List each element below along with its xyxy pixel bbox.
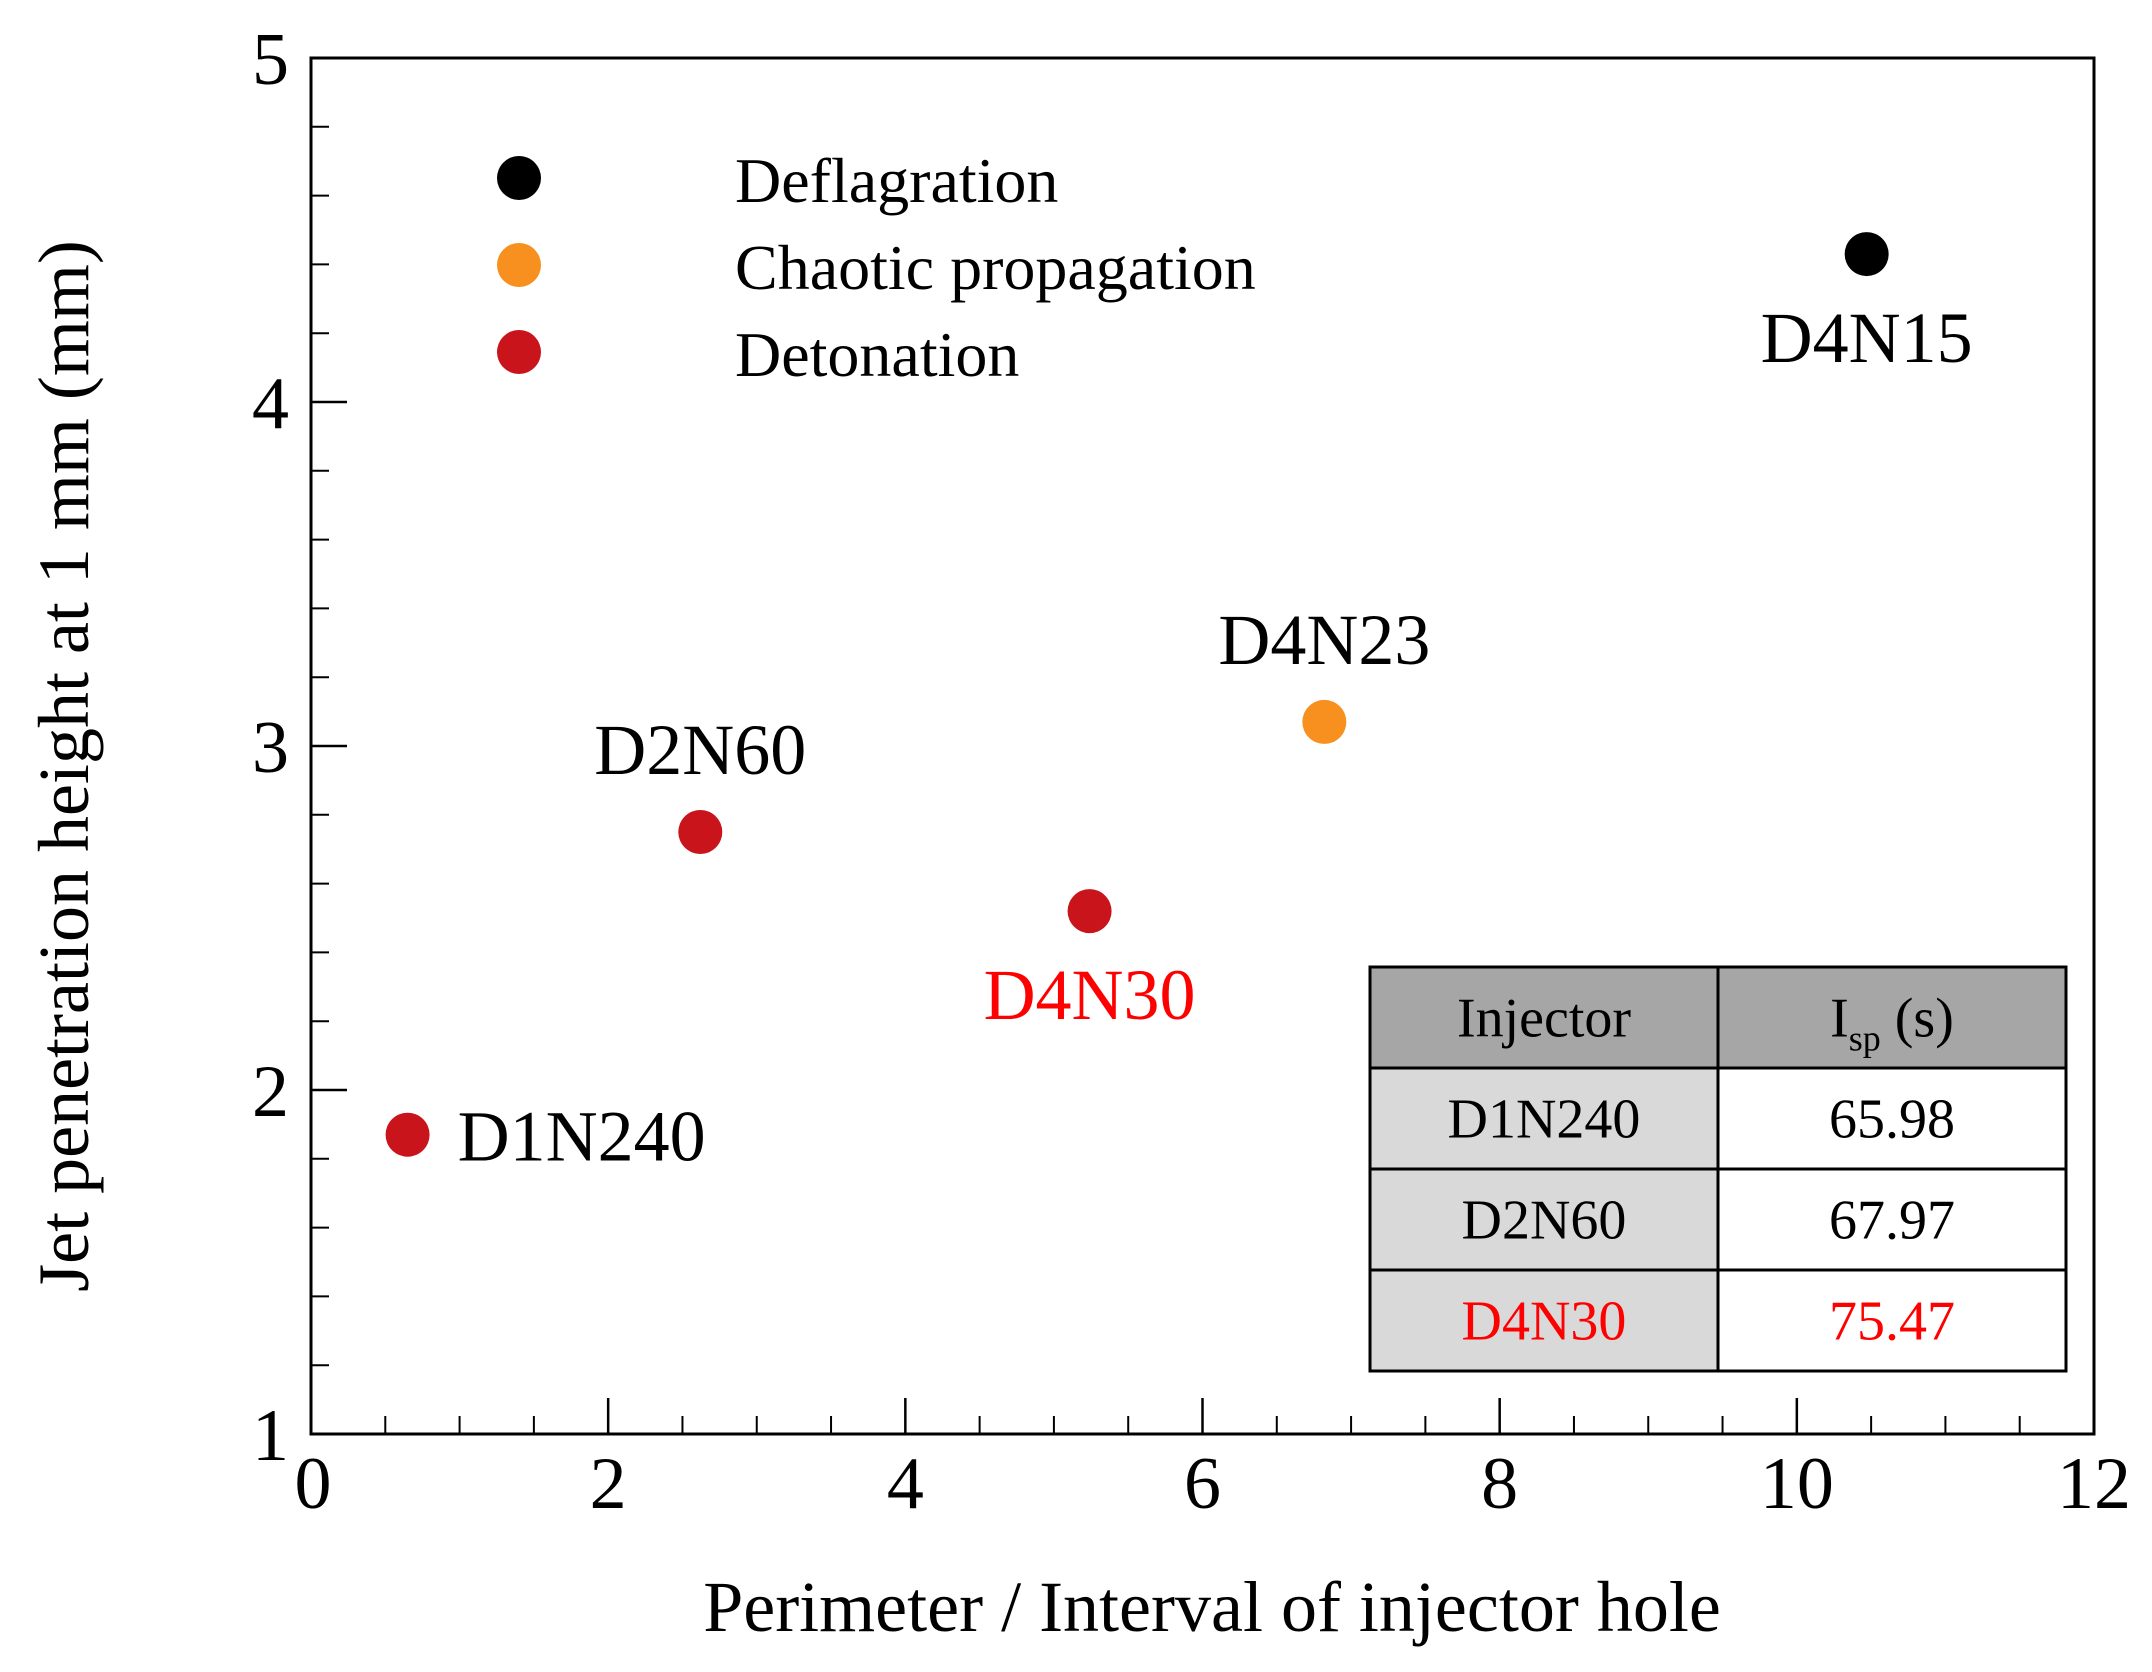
data-point-d4n30 — [1067, 889, 1112, 934]
y-tick-label: 2 — [252, 1051, 289, 1133]
table-first-column-bg — [1370, 1068, 1718, 1371]
legend-marker — [497, 243, 541, 287]
data-point-d2n60 — [678, 810, 723, 854]
x-tick-label: 6 — [1184, 1443, 1221, 1525]
table-header-cell: Injector — [1457, 988, 1631, 1050]
data-points: D4N15 D4N23 D1N240 D2N60 D4N30 — [385, 232, 1973, 1177]
legend-label: Deflagration — [735, 145, 1058, 216]
data-point-d1n240 — [385, 1112, 430, 1157]
data-point-d4n23 — [1302, 699, 1347, 744]
y-tick-label: 1 — [252, 1395, 289, 1477]
data-label-d4n30: D4N30 — [984, 955, 1196, 1035]
data-point-d4n15 — [1844, 232, 1889, 277]
y-tick-label: 5 — [252, 19, 289, 101]
table-cell: D2N60 — [1462, 1190, 1627, 1252]
legend-marker — [497, 330, 541, 374]
x-tick-label: 12 — [2057, 1443, 2131, 1525]
table-cell: 75.47 — [1829, 1291, 1955, 1353]
inset-table: Injector Isp (s) D1N240 65.98 D2N60 67.97 D4N3… — [1368, 965, 2068, 1373]
table-cell: 67.97 — [1829, 1190, 1955, 1252]
table-cell: D4N30 — [1462, 1291, 1627, 1353]
data-label-d4n15: D4N15 — [1761, 298, 1973, 378]
data-label-d4n23: D4N23 — [1218, 600, 1430, 680]
y-tick-label: 4 — [252, 363, 289, 445]
x-tick-label: 0 — [295, 1443, 332, 1525]
legend-marker — [497, 156, 541, 200]
legend-label: Chaotic propagation — [735, 232, 1256, 303]
y-axis-label: Jet penetration height at 1 mm (mm) — [24, 240, 104, 1292]
x-tick-label: 10 — [1760, 1443, 1834, 1525]
legend-label: Detonation — [735, 319, 1019, 390]
data-label-d2n60: D2N60 — [594, 710, 806, 790]
data-label-d1n240: D1N240 — [458, 1097, 706, 1177]
x-axis-label: Perimeter / Interval of injector hole — [703, 1567, 1721, 1647]
table-cell: 65.98 — [1829, 1089, 1955, 1151]
x-tick-label: 8 — [1481, 1443, 1518, 1525]
y-tick-label: 3 — [252, 707, 289, 789]
x-tick-label: 2 — [590, 1443, 627, 1525]
legend: Deflagration Chaotic propagation Detonatio… — [497, 145, 1256, 390]
table-header-cell: Isp (s) — [1830, 988, 1954, 1059]
table-value-column-bg — [1718, 1068, 2066, 1371]
x-tick-label: 4 — [887, 1443, 924, 1525]
table-cell: D1N240 — [1448, 1089, 1641, 1151]
